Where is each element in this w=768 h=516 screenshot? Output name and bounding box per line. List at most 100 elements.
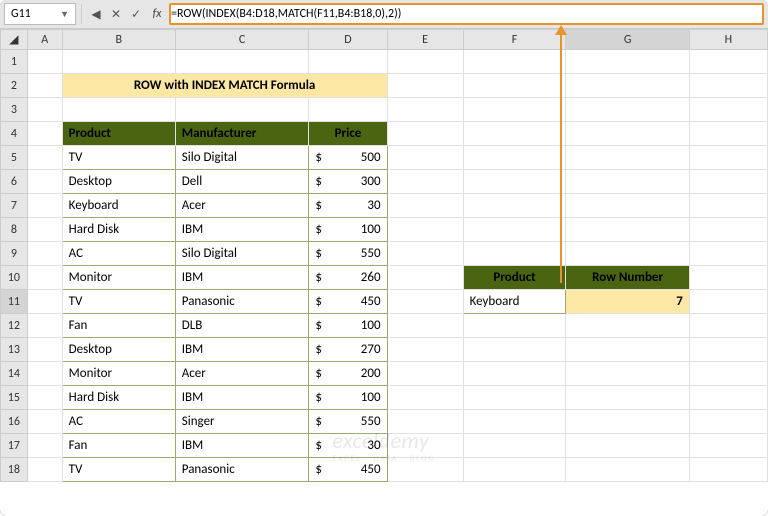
cell[interactable]: IBM bbox=[175, 338, 309, 362]
cell[interactable] bbox=[566, 50, 689, 74]
row-header[interactable]: 9 bbox=[1, 242, 28, 266]
row-header[interactable]: 18 bbox=[1, 458, 28, 482]
cell[interactable] bbox=[689, 290, 767, 314]
cell[interactable]: Panasonic bbox=[175, 458, 309, 482]
cell[interactable] bbox=[463, 194, 566, 218]
cell[interactable] bbox=[27, 146, 62, 170]
cancel-icon[interactable]: ✕ bbox=[107, 5, 125, 23]
row-header[interactable]: 2 bbox=[1, 74, 28, 98]
cell[interactable] bbox=[463, 50, 566, 74]
cell[interactable]: Acer bbox=[175, 194, 309, 218]
col-header[interactable]: H bbox=[689, 30, 767, 50]
cell[interactable]: $30 bbox=[309, 434, 387, 458]
cell[interactable]: IBM bbox=[175, 434, 309, 458]
cell[interactable] bbox=[387, 314, 463, 338]
cell[interactable] bbox=[689, 146, 767, 170]
cell[interactable]: $100 bbox=[309, 314, 387, 338]
cell[interactable] bbox=[387, 50, 463, 74]
col-header[interactable]: C bbox=[175, 30, 309, 50]
cell[interactable] bbox=[689, 434, 767, 458]
cell[interactable] bbox=[27, 74, 62, 98]
cell[interactable] bbox=[689, 170, 767, 194]
cell[interactable] bbox=[27, 410, 62, 434]
cell[interactable] bbox=[566, 122, 689, 146]
col-header[interactable]: A bbox=[27, 30, 62, 50]
cell[interactable] bbox=[463, 74, 566, 98]
cell[interactable]: Fan bbox=[62, 434, 175, 458]
cell[interactable]: Silo Digital bbox=[175, 146, 309, 170]
cell[interactable] bbox=[566, 242, 689, 266]
cell[interactable] bbox=[175, 98, 309, 122]
cell[interactable] bbox=[387, 218, 463, 242]
cell[interactable] bbox=[566, 434, 689, 458]
cell[interactable] bbox=[27, 242, 62, 266]
cell[interactable] bbox=[689, 410, 767, 434]
formula-input[interactable]: =ROW(INDEX(B4:D18,MATCH(F11,B4:B18,0),2)… bbox=[169, 3, 764, 25]
cell[interactable]: $200 bbox=[309, 362, 387, 386]
cell[interactable] bbox=[566, 74, 689, 98]
col-header[interactable]: D bbox=[309, 30, 387, 50]
cell[interactable]: $500 bbox=[309, 146, 387, 170]
cell[interactable] bbox=[463, 122, 566, 146]
cell[interactable]: Acer bbox=[175, 362, 309, 386]
row-header[interactable]: 10 bbox=[1, 266, 28, 290]
cell[interactable]: TV bbox=[62, 146, 175, 170]
cell[interactable]: Panasonic bbox=[175, 290, 309, 314]
cell[interactable]: AC bbox=[62, 242, 175, 266]
cell[interactable] bbox=[387, 290, 463, 314]
cell[interactable]: Singer bbox=[175, 410, 309, 434]
cell[interactable] bbox=[566, 386, 689, 410]
cell[interactable] bbox=[566, 98, 689, 122]
cell[interactable]: $450 bbox=[309, 458, 387, 482]
cell[interactable] bbox=[463, 386, 566, 410]
cell[interactable] bbox=[689, 338, 767, 362]
cell[interactable]: Row Number bbox=[566, 266, 689, 290]
row-header[interactable]: 6 bbox=[1, 170, 28, 194]
row-header[interactable]: 17 bbox=[1, 434, 28, 458]
cell[interactable]: ROW with INDEX MATCH Formula bbox=[62, 74, 387, 98]
cell[interactable] bbox=[27, 98, 62, 122]
enter-icon[interactable]: ✓ bbox=[127, 5, 145, 23]
cell[interactable]: Hard Disk bbox=[62, 386, 175, 410]
row-header[interactable]: 1 bbox=[1, 50, 28, 74]
cell[interactable] bbox=[566, 218, 689, 242]
cell[interactable] bbox=[387, 434, 463, 458]
row-header[interactable]: 4 bbox=[1, 122, 28, 146]
cell[interactable] bbox=[689, 458, 767, 482]
cell[interactable]: Monitor bbox=[62, 266, 175, 290]
select-all-corner[interactable]: ◢ bbox=[1, 30, 28, 50]
cell[interactable] bbox=[387, 170, 463, 194]
decrease-indent-icon[interactable]: ◀ bbox=[87, 5, 105, 23]
cell[interactable] bbox=[309, 98, 387, 122]
cell[interactable] bbox=[463, 338, 566, 362]
cell[interactable] bbox=[689, 218, 767, 242]
cell[interactable] bbox=[566, 338, 689, 362]
cell[interactable] bbox=[27, 170, 62, 194]
cell[interactable] bbox=[27, 266, 62, 290]
cell[interactable]: DLB bbox=[175, 314, 309, 338]
cell[interactable] bbox=[27, 122, 62, 146]
cell[interactable] bbox=[309, 50, 387, 74]
cell[interactable] bbox=[387, 242, 463, 266]
cell[interactable] bbox=[463, 170, 566, 194]
col-header[interactable]: F bbox=[463, 30, 566, 50]
cell[interactable] bbox=[463, 362, 566, 386]
cell[interactable] bbox=[566, 410, 689, 434]
cell[interactable] bbox=[689, 242, 767, 266]
cell[interactable] bbox=[27, 434, 62, 458]
cell[interactable]: Product bbox=[62, 122, 175, 146]
cell[interactable] bbox=[27, 386, 62, 410]
cell[interactable] bbox=[387, 98, 463, 122]
cell[interactable]: Silo Digital bbox=[175, 242, 309, 266]
cell[interactable]: Dell bbox=[175, 170, 309, 194]
cell[interactable] bbox=[689, 362, 767, 386]
cell[interactable] bbox=[689, 74, 767, 98]
cell[interactable]: $550 bbox=[309, 242, 387, 266]
cell[interactable] bbox=[27, 458, 62, 482]
name-box-dropdown-icon[interactable]: ▼ bbox=[60, 9, 69, 20]
cell[interactable]: $550 bbox=[309, 410, 387, 434]
cell[interactable]: Price bbox=[309, 122, 387, 146]
cell[interactable]: $450 bbox=[309, 290, 387, 314]
cell[interactable]: TV bbox=[62, 290, 175, 314]
col-header[interactable]: E bbox=[387, 30, 463, 50]
